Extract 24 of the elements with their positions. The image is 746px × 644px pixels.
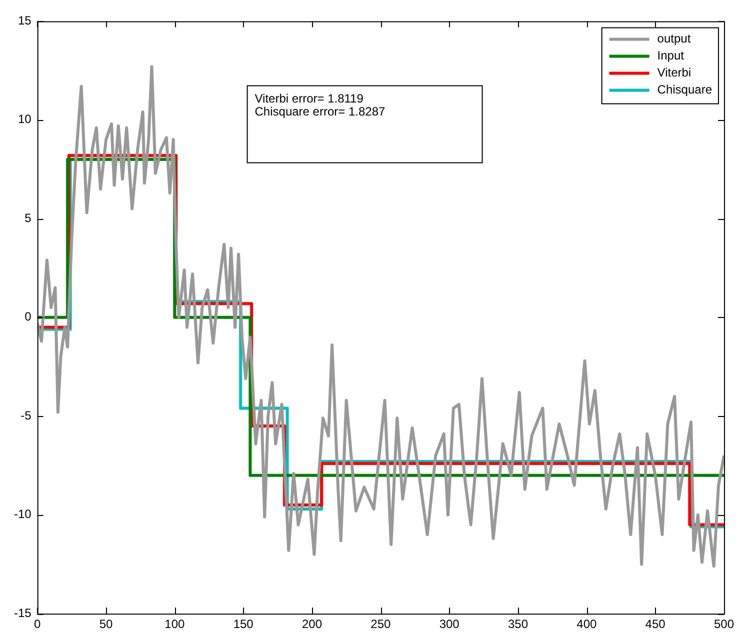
legend-label: Chisquare bbox=[657, 82, 712, 97]
x-tick-label: 200 bbox=[302, 617, 322, 632]
x-tick-label: 50 bbox=[99, 617, 113, 632]
legend-label: Input bbox=[657, 48, 685, 63]
y-tick-label: -10 bbox=[14, 507, 32, 522]
x-tick-label: 500 bbox=[714, 617, 734, 632]
x-tick-label: 250 bbox=[370, 617, 391, 632]
y-tick-label: 5 bbox=[24, 210, 32, 225]
x-tick-label: 0 bbox=[34, 617, 41, 632]
x-tick-label: 400 bbox=[576, 617, 597, 632]
y-tick-label: -5 bbox=[20, 408, 32, 422]
y-tick-label: 15 bbox=[18, 14, 32, 28]
annotation: Viterbi error= 1.8119 bbox=[254, 92, 364, 106]
y-tick-label: 0 bbox=[24, 310, 32, 324]
annotation: Chisquare error= 1.8287 bbox=[254, 104, 386, 119]
y-tick-label: -15 bbox=[14, 606, 32, 620]
y-tick-label: 10 bbox=[18, 112, 32, 126]
legend-label: output bbox=[657, 32, 692, 46]
legend-label: Viterbi bbox=[657, 66, 692, 80]
x-tick-label: 300 bbox=[439, 617, 460, 632]
x-tick-label: 450 bbox=[645, 617, 666, 632]
x-tick-label: 100 bbox=[164, 617, 186, 632]
x-tick-label: 150 bbox=[233, 617, 254, 632]
x-tick-label: 350 bbox=[508, 617, 528, 632]
